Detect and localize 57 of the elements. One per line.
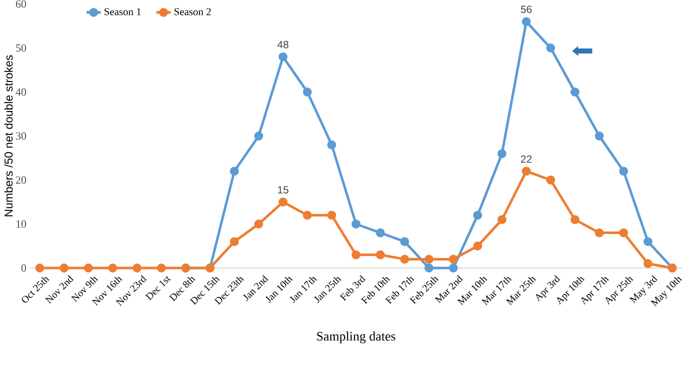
point <box>352 220 360 228</box>
point <box>327 210 336 220</box>
point <box>643 259 652 268</box>
point <box>327 140 336 150</box>
point <box>498 215 506 224</box>
point <box>448 264 458 272</box>
point <box>619 166 628 176</box>
point <box>424 254 434 264</box>
point <box>400 237 410 246</box>
point <box>302 210 312 220</box>
y-tick-label: 0 <box>21 264 26 272</box>
y-tick-label: 30 <box>16 132 26 140</box>
point <box>522 166 531 176</box>
point <box>60 264 69 272</box>
point <box>230 166 239 176</box>
point <box>643 237 652 246</box>
point <box>254 132 264 140</box>
y-tick-label: 40 <box>16 88 26 96</box>
point <box>156 264 166 272</box>
point <box>546 44 556 52</box>
point <box>594 132 604 140</box>
point <box>278 52 288 62</box>
point <box>230 237 239 246</box>
point <box>546 176 556 184</box>
point <box>570 88 580 96</box>
point <box>424 264 434 272</box>
legend-label: Season 2 <box>174 8 211 16</box>
point <box>522 17 531 26</box>
y-tick-label: 10 <box>16 220 26 228</box>
point <box>594 228 604 238</box>
y-axis-title: Numbers /50 net double strokes <box>4 55 13 216</box>
point <box>254 220 264 228</box>
point <box>570 215 580 224</box>
point <box>448 254 458 264</box>
point <box>278 198 288 206</box>
point <box>132 264 142 272</box>
point <box>498 149 506 158</box>
point <box>352 250 360 260</box>
point <box>619 228 628 238</box>
annotation: 15 <box>278 186 288 194</box>
point <box>473 210 482 220</box>
annotation: 48 <box>277 40 288 48</box>
point <box>376 228 385 238</box>
point <box>400 254 410 264</box>
x-axis-title: Sampling dates <box>317 332 396 344</box>
point <box>473 242 482 250</box>
point <box>376 250 385 260</box>
y-tick-label: 60 <box>16 0 26 8</box>
y-tick-label: 50 <box>16 44 26 52</box>
annotation: 22 <box>521 155 532 163</box>
y-tick-label: 20 <box>16 176 26 184</box>
point <box>302 88 312 96</box>
point <box>84 264 93 272</box>
point <box>35 264 44 272</box>
legend-label: Season 1 <box>104 8 141 16</box>
point <box>108 264 118 272</box>
annotation: 56 <box>520 6 532 14</box>
